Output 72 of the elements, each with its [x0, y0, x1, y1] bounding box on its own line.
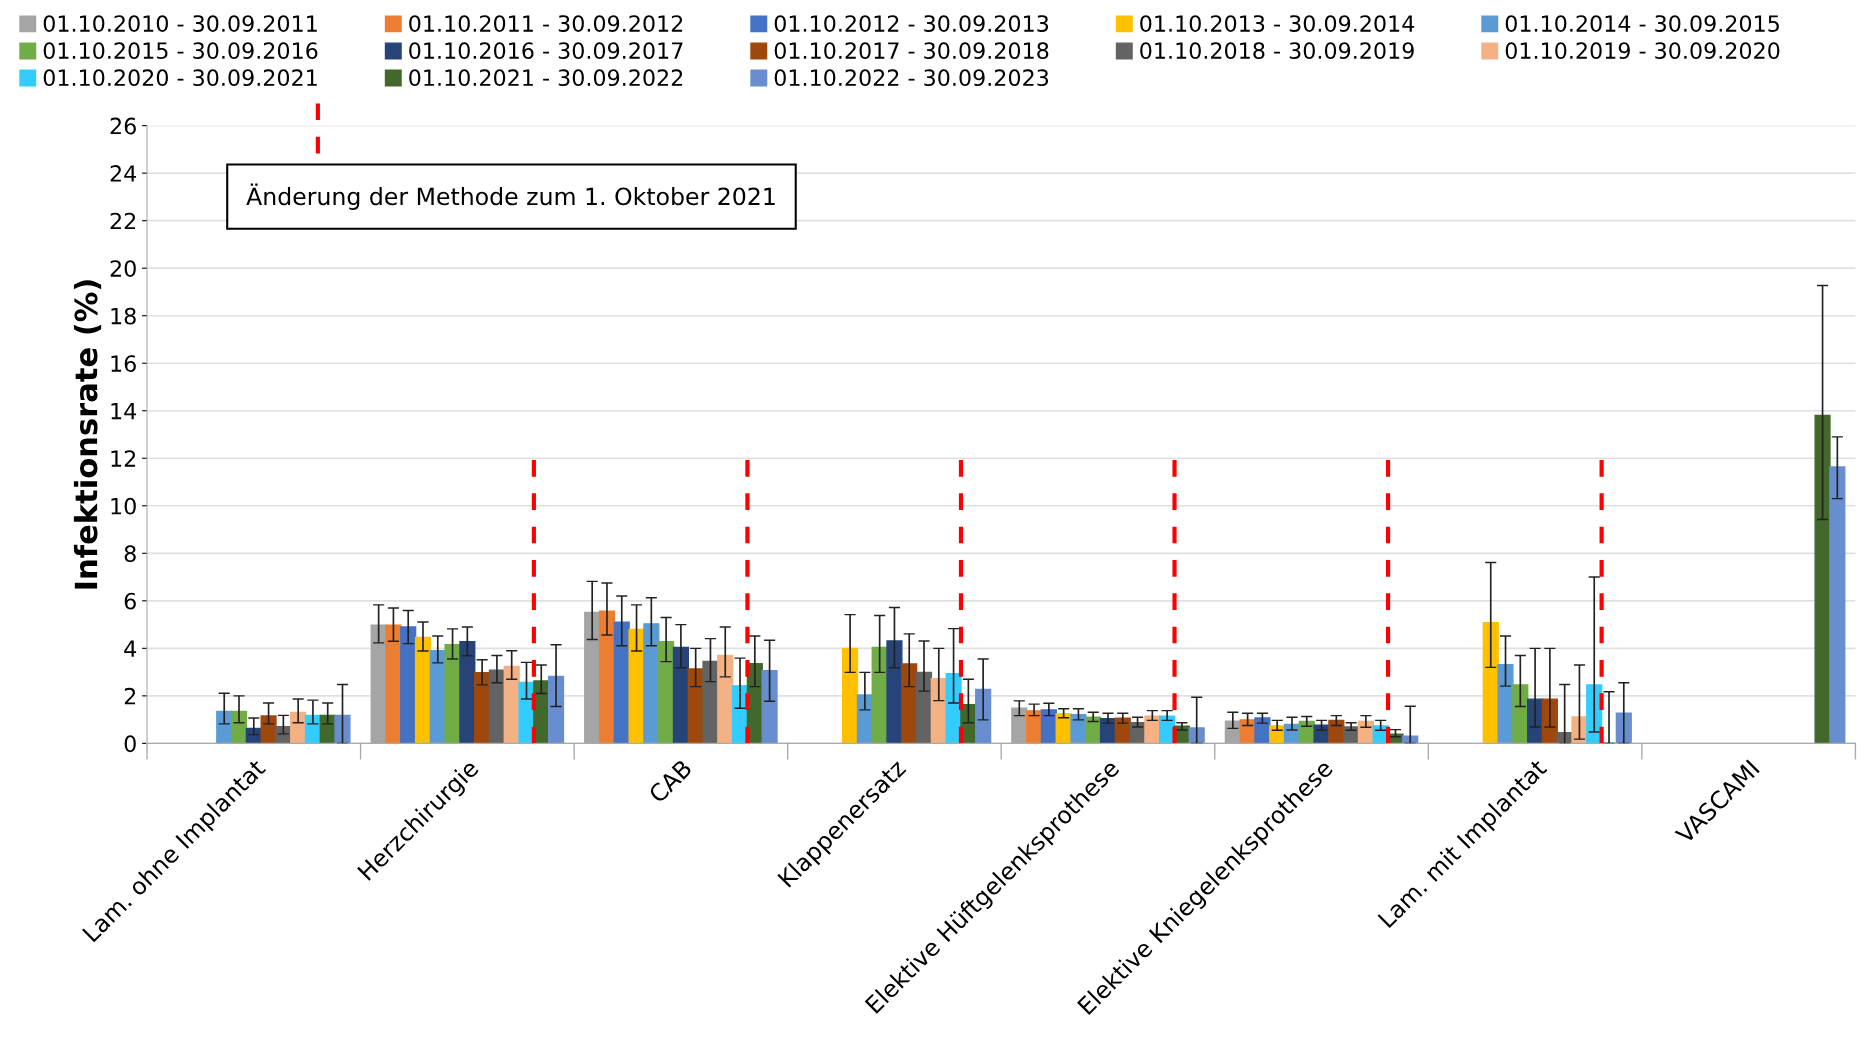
- bar: [702, 660, 719, 744]
- bar: [414, 636, 432, 744]
- bar: [1025, 710, 1043, 744]
- bar: [290, 711, 307, 744]
- bar: [400, 626, 417, 744]
- legend-label: 01.10.2013 - 30.09.2014: [1140, 15, 1415, 32]
- y-tick-label: 4: [124, 640, 137, 657]
- bar: [856, 694, 873, 744]
- legend-label: 01.10.2019 - 30.09.2020: [1505, 42, 1780, 60]
- bar: [334, 714, 351, 744]
- bar: [628, 628, 645, 744]
- bar: [1343, 726, 1360, 744]
- legend-label: 01.10.2021 - 30.09.2022: [409, 69, 683, 87]
- y-tick-label: 0: [124, 735, 136, 753]
- bar: [488, 669, 505, 744]
- legend-label: 01.10.2012 - 30.09.2013: [774, 15, 1049, 32]
- bar: [503, 665, 520, 744]
- legend-label: 01.10.2011 - 30.09.2012: [409, 15, 683, 32]
- bar: [1269, 725, 1286, 744]
- legend-label: 01.10.2014 - 30.09.2015: [1505, 15, 1779, 32]
- legend-label: 01.10.2016 - 30.09.2017: [409, 42, 683, 60]
- y-tick-label: 10: [111, 497, 136, 515]
- bar: [842, 647, 859, 744]
- bar: [598, 610, 616, 744]
- bar: [474, 672, 491, 744]
- y-tick-label: 16: [111, 355, 136, 372]
- y-tick-label: 26: [110, 117, 136, 135]
- y-tick-label: 8: [124, 545, 136, 563]
- bar: [444, 644, 461, 744]
- y-tick-label: 24: [110, 165, 137, 182]
- bar: [1497, 664, 1514, 744]
- bar: [385, 624, 402, 744]
- bar: [547, 675, 565, 744]
- bar: [1512, 684, 1529, 744]
- y-tick-label: 14: [111, 402, 137, 420]
- bar: [886, 640, 903, 744]
- bar: [260, 715, 277, 744]
- bar: [1328, 719, 1345, 744]
- bar: [230, 710, 248, 744]
- bar: [1085, 716, 1102, 744]
- legend-label: 01.10.2022 - 30.09.2023: [774, 69, 1049, 87]
- bar: [672, 646, 689, 744]
- bar: [1814, 414, 1831, 744]
- legend-label: 01.10.2010 - 30.09.2011: [43, 15, 317, 32]
- bar: [1040, 709, 1057, 744]
- bar: [658, 640, 675, 744]
- y-tick-label: 2: [124, 687, 136, 705]
- bar: [761, 669, 778, 744]
- annotation: Änderung der Methode zum 1. Oktober 2021: [246, 183, 775, 210]
- y-axis-title: Infektionsrate (%): [73, 280, 102, 589]
- legend-label: 01.10.2015 - 30.09.2016: [43, 42, 318, 60]
- x-tick-label: CAB: [647, 758, 693, 804]
- bar: [1829, 466, 1846, 744]
- bar: [459, 640, 476, 744]
- bar: [1482, 621, 1499, 744]
- y-tick-label: 20: [110, 260, 136, 277]
- bar: [975, 688, 992, 744]
- bar: [717, 654, 734, 744]
- y-tick-label: 22: [110, 212, 136, 230]
- bar: [915, 671, 933, 744]
- bar: [1357, 720, 1374, 744]
- y-tick-label: 6: [124, 592, 136, 610]
- legend-label: 01.10.2017 - 30.09.2018: [774, 42, 1049, 60]
- y-tick-label: 18: [111, 307, 136, 325]
- legend-label: 01.10.2018 - 30.09.2019: [1140, 42, 1414, 60]
- y-tick-label: 12: [111, 450, 136, 467]
- legend-label: 01.10.2020 - 30.09.2021: [43, 69, 317, 87]
- bar: [901, 663, 918, 744]
- bar: [1144, 715, 1161, 744]
- bar: [1070, 713, 1087, 744]
- bar: [643, 623, 660, 744]
- bar: [1254, 717, 1271, 744]
